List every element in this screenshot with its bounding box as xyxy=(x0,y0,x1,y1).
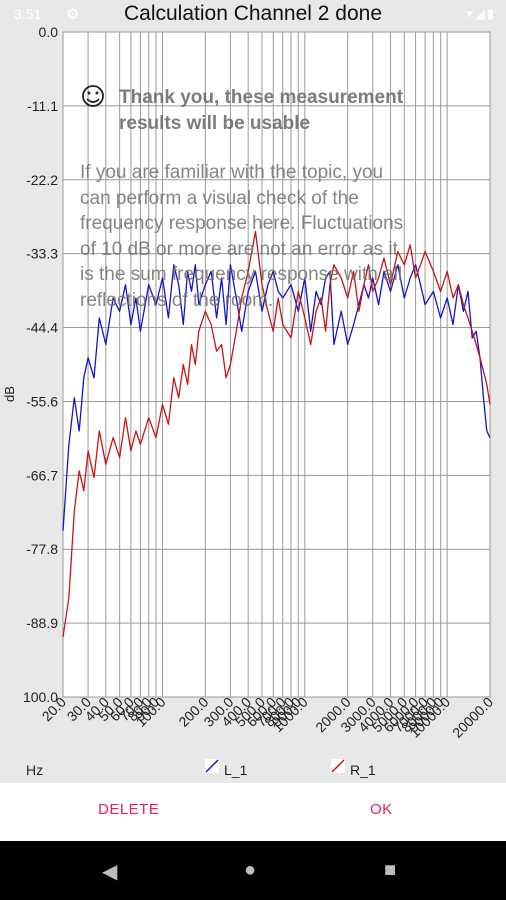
legend-entry-r1: R_1 xyxy=(331,759,376,778)
frequency-response-chart: 0.0 -11.1 -22.2 -33.3 -44.4 -55.6 -66.7 -77.8 -8… xyxy=(2,24,497,778)
y-tick-label: 0.0 xyxy=(39,24,59,40)
status-icons: ▾◢▮ xyxy=(466,6,496,21)
x-tick-label: 20000.0 xyxy=(449,694,496,741)
dialog-buttons: DELETE OK xyxy=(0,783,506,841)
y-tick-label: 100.0 xyxy=(23,689,58,705)
message-overlay: Thank you, these measurement results wil… xyxy=(80,85,404,311)
back-icon[interactable]: ◀ xyxy=(102,861,118,883)
dialog-title: Calculation Channel 2 done xyxy=(123,2,383,25)
legend: L_1 R_1 xyxy=(205,759,376,778)
legend-label-r1: R_1 xyxy=(350,762,376,778)
x-axis-label: Hz xyxy=(26,762,43,778)
y-tick-label: -33.3 xyxy=(26,246,58,262)
y-tick-label: -11.1 xyxy=(27,98,58,114)
message-body-line: frequency response here. Fluctuations xyxy=(80,213,403,234)
series-line-l_1 xyxy=(62,264,491,531)
home-icon[interactable]: ● xyxy=(244,859,257,881)
legend-entry-l1: L_1 xyxy=(205,759,248,778)
y-tick-label: -55.6 xyxy=(26,393,58,409)
legend-label-l1: L_1 xyxy=(224,762,248,778)
message-body-line: of 10 dB or more are not an error as it xyxy=(80,239,399,260)
y-tick-label: -88.9 xyxy=(26,615,58,631)
delete-button[interactable]: DELETE xyxy=(98,801,160,818)
navigation-bar: ◀ ● ■ xyxy=(0,841,506,900)
y-axis-label: dB xyxy=(2,386,17,402)
ok-button[interactable]: OK xyxy=(370,801,393,818)
y-tick-label: -44.4 xyxy=(26,320,58,336)
message-body-line: can perform a visual check of the xyxy=(80,188,359,209)
smiley-icon xyxy=(82,85,104,107)
message-body-line: If you are familiar with the topic, you xyxy=(80,162,383,183)
message-body-line: is the sum frequency response with all xyxy=(80,264,402,285)
gear-icon: ⚙ xyxy=(66,6,80,23)
x-gridlines xyxy=(62,32,491,697)
series-line-r_1 xyxy=(62,230,491,638)
y-gridlines xyxy=(63,31,490,698)
y-tick-label: -66.7 xyxy=(26,467,58,483)
message-title-line2: results will be usable xyxy=(119,113,310,134)
y-tick-label: -22.2 xyxy=(26,172,58,188)
status-time: 3:51 xyxy=(14,6,42,22)
message-title-line1: Thank you, these measurement xyxy=(119,87,404,108)
series-lines xyxy=(62,230,491,638)
y-tick-label: -77.8 xyxy=(26,541,58,557)
recent-apps-icon[interactable]: ■ xyxy=(384,859,397,881)
status-bar: 3:51 ⚙ ▾◢▮ xyxy=(0,0,506,30)
y-tick-labels: 0.0 -11.1 -22.2 -33.3 -44.4 -55.6 -66.7 -77.8 -8… xyxy=(23,24,58,705)
plot-area xyxy=(62,31,491,698)
message-body-line: reflections of the room. xyxy=(80,290,273,311)
